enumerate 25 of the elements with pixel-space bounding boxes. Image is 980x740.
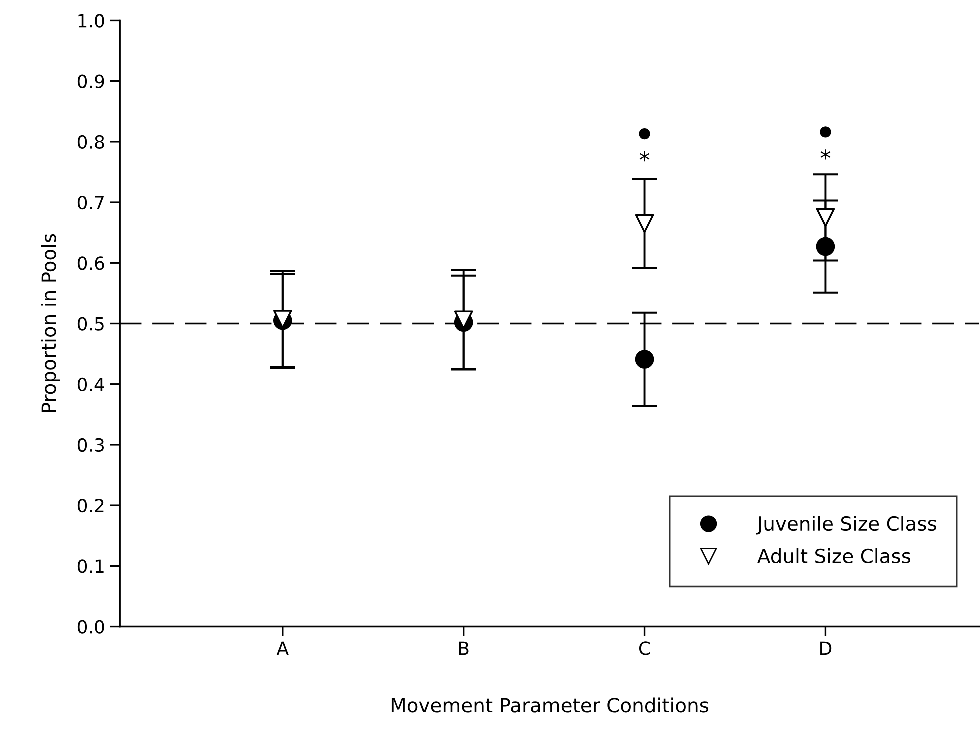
y-tick-label: 0.3 [78,438,104,452]
y-tick-label: 0.7 [78,196,104,210]
legend-label: Adult Size Class [758,548,911,564]
y-tick-label: 0.5 [78,317,104,331]
legend-label: Juvenile Size Class [756,516,936,535]
y-tick-label: 0.0 [78,620,104,634]
point [635,350,654,369]
annotation: * [640,151,650,162]
point [635,214,654,234]
point [816,237,836,256]
y-tick-label: 0.6 [78,256,104,270]
y-tick-label: 0.9 [78,74,104,88]
y-tick-label: 1.0 [78,14,104,28]
annotation: * [820,150,831,160]
x-tick-label: B [459,642,469,656]
point [816,208,836,228]
x-axis-title: Movement Parameter Conditions [392,698,709,713]
x-tick-label: C [639,642,650,656]
x-tick-label: A [276,642,289,656]
y-tick-label: 0.4 [78,378,104,392]
x-tick-label: D [820,642,832,656]
y-tick-label: 0.2 [78,499,104,513]
y-tick-label: 0.1 [78,560,104,574]
y-axis-title: Proportion in Pools [41,234,60,412]
y-tick-label: 0.8 [78,135,104,150]
